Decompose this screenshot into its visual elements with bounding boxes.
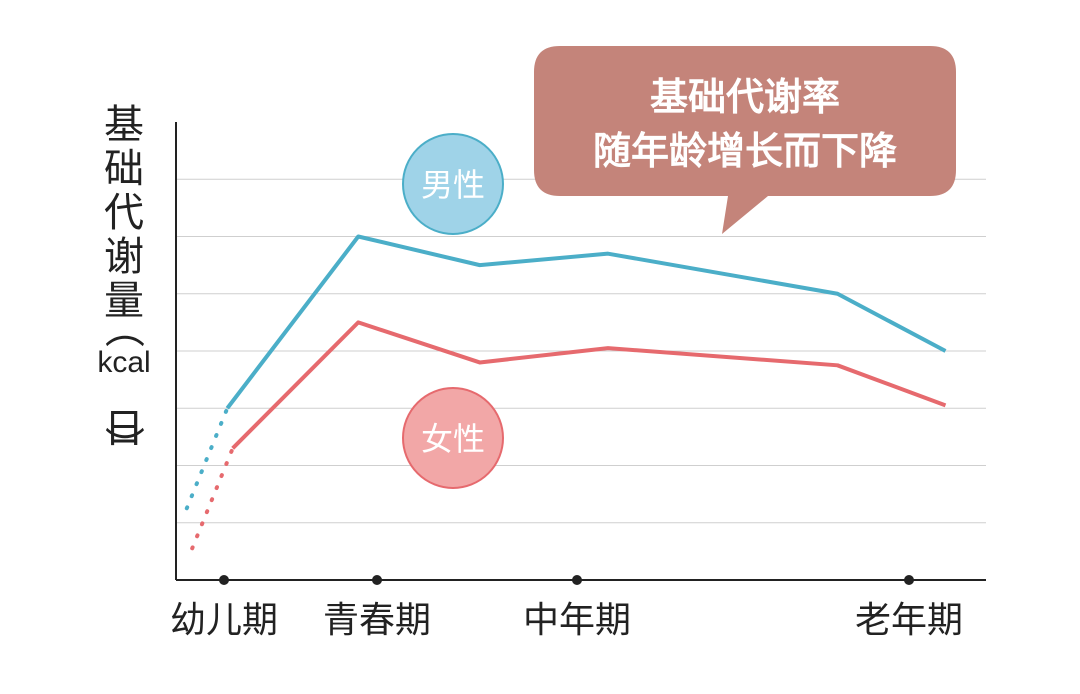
series-dotted-leadin — [184, 406, 230, 511]
x-tick-dot — [219, 575, 229, 585]
x-tick-label: 中年期 — [523, 600, 631, 641]
series-line-male — [225, 234, 947, 410]
callout-bubble — [534, 46, 956, 234]
series-layer — [184, 234, 947, 551]
callout: 基础代谢率 随年龄增长而下降 — [534, 46, 956, 234]
legend-female: 女性 — [402, 387, 504, 489]
legend-male-circle — [402, 133, 504, 235]
y-axis-label: 基 础 代 谢 量 （ kcal 日 ） — [97, 102, 150, 466]
ylabel-char: 日 — [104, 406, 144, 452]
x-tick-dot — [904, 575, 914, 585]
x-tick-label: 老年期 — [855, 600, 963, 641]
grid-lines — [176, 178, 986, 524]
ylabel-unit: kcal — [97, 346, 150, 379]
legend-male-label: 男性 — [421, 166, 485, 204]
legend-female-circle — [402, 387, 504, 489]
x-tick-marks — [219, 575, 914, 585]
ylabel-char: 础 — [104, 146, 144, 192]
x-tick-label: 青春期 — [323, 600, 431, 641]
legend-male: 男性 — [402, 133, 504, 235]
x-tick-dot — [572, 575, 582, 585]
ylabel-char: 基 — [104, 102, 144, 148]
legend-female-label: 女性 — [421, 420, 485, 458]
ylabel-char: 代 — [104, 190, 144, 236]
callout-line-2: 随年龄增长而下降 — [593, 129, 897, 173]
ylabel-char: ） — [100, 426, 146, 466]
x-tick-dot — [372, 575, 382, 585]
series-line-female — [231, 320, 947, 450]
x-tick-labels: 幼儿期 青春期 中年期 老年期 — [170, 600, 963, 641]
x-tick-label: 幼儿期 — [170, 600, 278, 641]
ylabel-char: （ — [100, 308, 146, 348]
ylabel-char: 谢 — [104, 234, 144, 280]
series-dotted-leadin — [190, 446, 235, 551]
callout-line-1: 基础代谢率 — [650, 75, 840, 119]
ylabel-char: 量 — [104, 278, 144, 324]
